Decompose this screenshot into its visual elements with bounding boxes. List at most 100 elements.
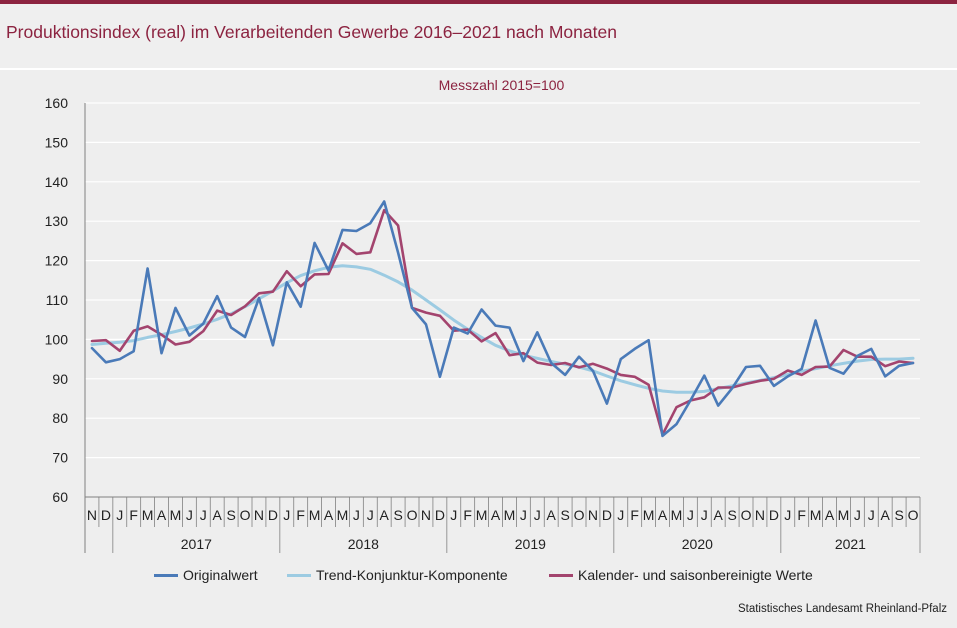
x-month-label: D (101, 507, 111, 523)
legend-swatch-original (154, 573, 178, 577)
x-year-label-2021: 2021 (835, 536, 866, 552)
source-note: Statistisches Landesamt Rheinland-Pfalz (737, 603, 947, 615)
x-month-label: J (687, 507, 694, 523)
series-line-original (90, 200, 915, 438)
x-month-label: M (309, 507, 321, 523)
x-month-label: S (894, 507, 903, 523)
y-tick-labels: 60 70 80 90 100 110 120 130 140 150 160 (45, 95, 69, 505)
legend-label-adjusted: Kalender- und saisonbereinigte Werte (578, 567, 813, 583)
x-year-label-2018: 2018 (348, 536, 379, 552)
x-month-label: M (476, 507, 488, 523)
y-tick-label-90: 90 (52, 371, 68, 387)
x-month-label: J (116, 507, 123, 523)
legend-swatch-adjusted (549, 573, 573, 577)
legend-label-trend: Trend-Konjunktur-Komponente (316, 567, 508, 583)
x-month-label: A (881, 507, 891, 523)
chart-subtitle: Messzahl 2015=100 (438, 77, 565, 93)
y-tick-label-150: 150 (45, 134, 69, 150)
x-month-label: J (520, 507, 527, 523)
x-month-label: O (407, 507, 418, 523)
x-month-label: S (727, 507, 736, 523)
x-month-label: M (170, 507, 182, 523)
x-month-label: J (784, 507, 791, 523)
x-month-label: J (534, 507, 541, 523)
legend-item-original: Originalwert (154, 567, 258, 583)
x-month-label: D (602, 507, 612, 523)
x-month-label: F (463, 507, 472, 523)
x-month-label: J (367, 507, 374, 523)
x-month-label: A (213, 507, 223, 523)
chart-title: Produktionsindex (real) im Verarbeitende… (6, 22, 617, 42)
x-month-label: D (435, 507, 445, 523)
x-month-label: O (908, 507, 919, 523)
series-line-adjusted (90, 208, 915, 437)
y-tick-label-60: 60 (52, 489, 68, 505)
x-month-label: A (658, 507, 668, 523)
series-line-trend (90, 264, 915, 394)
x-year-labels: 2017 2018 2019 2020 2021 (181, 536, 866, 552)
x-month-label: A (380, 507, 390, 523)
x-month-label: N (254, 507, 264, 523)
x-month-label: J (854, 507, 861, 523)
top-brand-rule (0, 0, 957, 4)
x-year-label-2017: 2017 (181, 536, 212, 552)
x-month-label: M (504, 507, 516, 523)
x-month-label: A (491, 507, 501, 523)
x-month-label: M (671, 507, 683, 523)
legend-label-original: Originalwert (183, 567, 258, 583)
y-tick-label-80: 80 (52, 410, 68, 426)
x-month-label: J (283, 507, 290, 523)
x-month-label: M (337, 507, 349, 523)
x-year-label-2019: 2019 (515, 536, 546, 552)
gridlines (85, 102, 920, 459)
axes (84, 103, 921, 553)
x-month-label: S (393, 507, 402, 523)
x-month-label: F (797, 507, 806, 523)
x-month-label: A (825, 507, 835, 523)
x-month-label: F (296, 507, 305, 523)
x-month-label: J (701, 507, 708, 523)
y-tick-label-140: 140 (45, 174, 69, 190)
x-month-label: N (588, 507, 598, 523)
x-month-label: N (421, 507, 431, 523)
y-tick-label-70: 70 (52, 450, 68, 466)
legend: Originalwert Trend-Konjunktur-Komponente… (0, 567, 957, 587)
x-month-label: N (87, 507, 97, 523)
x-month-label: D (268, 507, 278, 523)
x-month-label: F (129, 507, 138, 523)
y-tick-label-130: 130 (45, 213, 69, 229)
y-tick-label-110: 110 (46, 292, 69, 308)
x-year-label-2020: 2020 (682, 536, 713, 552)
x-month-label: F (630, 507, 639, 523)
x-month-label: M (142, 507, 154, 523)
legend-item-adjusted: Kalender- und saisonbereinigte Werte (549, 567, 813, 583)
x-month-label: J (868, 507, 875, 523)
x-month-label: S (226, 507, 235, 523)
x-month-label: D (769, 507, 779, 523)
x-month-label: A (324, 507, 334, 523)
legend-item-trend: Trend-Konjunktur-Komponente (287, 567, 508, 583)
x-month-label: O (574, 507, 585, 523)
y-tick-label-160: 160 (45, 95, 69, 111)
x-month-label: J (450, 507, 457, 523)
x-month-label: M (643, 507, 655, 523)
x-month-label: S (560, 507, 569, 523)
x-month-label: A (157, 507, 167, 523)
x-month-label: O (240, 507, 251, 523)
x-month-label: J (186, 507, 193, 523)
y-tick-label-120: 120 (45, 253, 69, 269)
x-month-label: J (353, 507, 360, 523)
series-lines (90, 200, 915, 438)
y-tick-label-100: 100 (45, 331, 69, 347)
x-month-label: J (617, 507, 624, 523)
x-month-label: M (838, 507, 850, 523)
title-band (0, 4, 957, 68)
legend-swatch-trend (287, 573, 311, 577)
x-month-label: A (547, 507, 557, 523)
x-month-label: J (200, 507, 207, 523)
x-month-label: A (714, 507, 724, 523)
x-month-label: N (755, 507, 765, 523)
x-month-label: O (741, 507, 752, 523)
